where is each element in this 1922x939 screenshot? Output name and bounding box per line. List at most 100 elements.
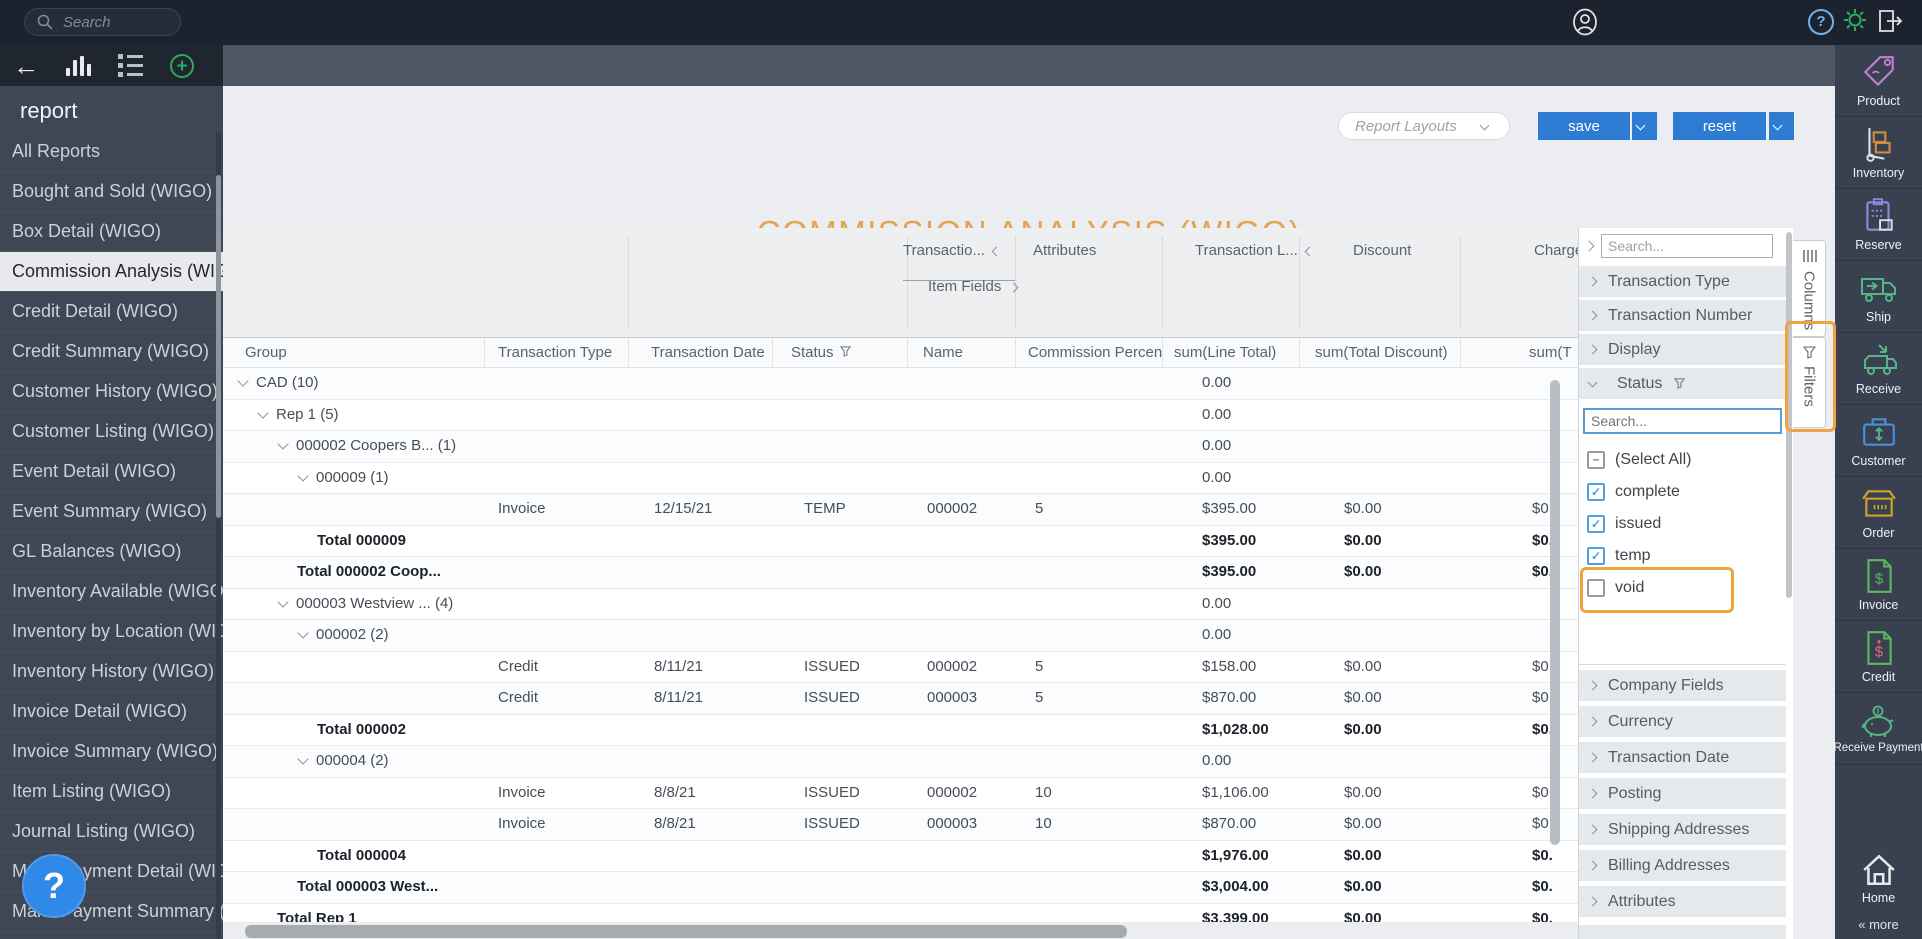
column-header-transaction-date[interactable]: Transaction Date <box>628 338 772 367</box>
group-header-transaction[interactable]: Transactio... <box>903 242 1002 259</box>
table-row[interactable]: Credit 8/11/21 ISSUED 000002 5 $158.00 $0.0… <box>223 652 1578 683</box>
table-row[interactable]: 000003 Westview ... (4) 0.00 <box>223 589 1578 620</box>
filter-section-currency[interactable]: Currency <box>1579 706 1786 737</box>
filter-option-complete[interactable]: complete <box>1587 476 1680 508</box>
chevron-down-icon[interactable] <box>277 595 289 608</box>
table-row[interactable]: 000009 (1) 0.00 <box>223 463 1578 494</box>
nav-credit[interactable]: $ Credit <box>1835 621 1922 693</box>
filter-option-void[interactable]: void <box>1587 572 1644 604</box>
chevron-left-icon[interactable] <box>1304 246 1315 257</box>
nav-receive-payment[interactable]: Receive Payment <box>1833 693 1922 765</box>
group-header-item-fields[interactable]: Item Fields <box>928 278 1019 295</box>
chevron-down-icon[interactable] <box>257 406 269 419</box>
nav-order[interactable]: Order <box>1835 477 1922 549</box>
sidebar-item-credit-detail[interactable]: Credit Detail (WIGO) <box>0 292 223 332</box>
list-view-button[interactable] <box>104 45 156 86</box>
table-row[interactable]: 000002 Coopers B... (1) 0.00 <box>223 431 1578 463</box>
filter-section-posting[interactable]: Posting <box>1579 778 1786 809</box>
nav-product[interactable]: Product <box>1835 45 1922 117</box>
filter-section-transaction-number[interactable]: Transaction Number <box>1579 300 1786 331</box>
help-icon[interactable]: ? <box>1808 9 1834 35</box>
chevron-down-icon[interactable] <box>297 469 309 482</box>
sidebar-item-invoice-summary[interactable]: Invoice Summary (WIGO) <box>0 732 223 772</box>
column-header-status[interactable]: Status <box>772 338 907 367</box>
report-layouts-select[interactable]: Report Layouts <box>1338 112 1510 140</box>
global-search-input[interactable]: Search <box>24 8 181 36</box>
chevron-right-icon[interactable] <box>1583 240 1595 252</box>
sidebar-item-journal-listing[interactable]: Journal Listing (WIGO) <box>0 812 223 852</box>
sidebar-scrollbar-thumb[interactable] <box>216 175 221 518</box>
table-row[interactable]: 000004 (2) 0.00 <box>223 746 1578 778</box>
settings-gear-icon[interactable] <box>1842 7 1868 33</box>
tab-columns[interactable]: Columns <box>1793 240 1826 337</box>
chevron-down-icon[interactable] <box>297 753 309 765</box>
column-header-commission-percent[interactable]: Commission Percent <box>1015 338 1162 367</box>
filter-section-status[interactable]: Status <box>1579 368 1786 399</box>
column-header-sum-total-discount[interactable]: sum(Total Discount) <box>1299 338 1460 367</box>
chart-view-button[interactable] <box>52 45 104 86</box>
checkbox[interactable] <box>1587 451 1605 469</box>
nav-ship[interactable]: Ship <box>1835 261 1922 333</box>
filter-option-issued[interactable]: issued <box>1587 508 1661 540</box>
back-button[interactable]: ← <box>0 45 52 86</box>
table-row[interactable]: Total 000002 Coop... $395.00 $0.00 $0. <box>223 557 1578 589</box>
sidebar-item-gl-balances[interactable]: GL Balances (WIGO) <box>0 532 223 572</box>
sidebar-item-event-detail[interactable]: Event Detail (WIGO) <box>0 452 223 492</box>
table-row[interactable]: 000002 (2) 0.00 <box>223 620 1578 652</box>
sidebar-item-box-detail[interactable]: Box Detail (WIGO) <box>0 212 223 252</box>
panel-search-input[interactable] <box>1601 234 1773 258</box>
reset-button[interactable]: reset <box>1673 112 1766 140</box>
grid-vertical-scrollbar[interactable] <box>1550 380 1560 845</box>
group-header-charge[interactable]: Charge <box>1534 242 1578 259</box>
panel-scrollbar[interactable] <box>1786 232 1792 598</box>
filter-section-transaction-date[interactable]: Transaction Date <box>1579 742 1786 773</box>
nav-receive[interactable]: Receive <box>1835 333 1922 405</box>
filter-section-partial[interactable] <box>1579 925 1786 939</box>
sidebar-item-all-reports[interactable]: All Reports <box>0 132 223 172</box>
table-row[interactable]: Invoice 8/8/21 ISSUED 000002 10 $1,106.00 $… <box>223 778 1578 809</box>
sidebar-item-commission-analysis[interactable]: Commission Analysis (WIGO) <box>0 252 223 292</box>
sidebar-item-inventory-by-location[interactable]: Inventory by Location (WIGO) <box>0 612 223 652</box>
nav-reserve[interactable]: Reserve <box>1835 189 1922 261</box>
group-header-attributes[interactable]: Attributes <box>1033 242 1097 259</box>
chevron-right-icon[interactable] <box>1008 282 1019 293</box>
checkbox[interactable] <box>1587 483 1605 501</box>
reset-dropdown-button[interactable] <box>1769 112 1794 140</box>
status-search-input[interactable] <box>1583 408 1782 434</box>
sidebar-item-customer-history[interactable]: Customer History (WIGO) <box>0 372 223 412</box>
nav-home[interactable]: Home <box>1835 842 1922 914</box>
column-header-transaction-type[interactable]: Transaction Type <box>484 338 628 367</box>
chevron-left-icon[interactable] <box>991 246 1002 257</box>
add-report-button[interactable]: + <box>156 45 208 86</box>
column-header-name[interactable]: Name <box>907 338 1015 367</box>
chevron-down-icon[interactable] <box>277 438 289 450</box>
filter-option-select-all[interactable]: (Select All) <box>1587 444 1691 476</box>
sidebar-item-invoice-detail[interactable]: Invoice Detail (WIGO) <box>0 692 223 732</box>
filter-section-attributes[interactable]: Attributes <box>1579 886 1786 917</box>
checkbox[interactable] <box>1587 547 1605 565</box>
sidebar-item-event-summary[interactable]: Event Summary (WIGO) <box>0 492 223 532</box>
nav-invoice[interactable]: $ Invoice <box>1835 549 1922 621</box>
chevron-down-icon[interactable] <box>237 375 249 387</box>
user-avatar-icon[interactable] <box>1571 8 1599 36</box>
logout-icon[interactable] <box>1877 9 1903 33</box>
checkbox[interactable] <box>1587 515 1605 533</box>
save-button[interactable]: save <box>1538 112 1630 140</box>
filter-option-temp[interactable]: temp <box>1587 540 1651 572</box>
table-row[interactable]: Rep 1 (5) 0.00 <box>223 400 1578 431</box>
sidebar-item-bought-and-sold[interactable]: Bought and Sold (WIGO) <box>0 172 223 212</box>
sidebar-scrollbar-track[interactable] <box>216 132 221 939</box>
sidebar-item-customer-listing[interactable]: Customer Listing (WIGO) <box>0 412 223 452</box>
table-row[interactable]: Total 000009 $395.00 $0.00 $0. <box>223 526 1578 557</box>
sidebar-item-material-pick-detail[interactable]: Material Pick Detail (WIGO) <box>0 932 223 939</box>
table-row[interactable]: Total 000002 $1,028.00 $0.00 $0. <box>223 715 1578 746</box>
help-bubble-button[interactable]: ? <box>22 854 86 918</box>
filter-section-transaction-type[interactable]: Transaction Type <box>1579 266 1786 297</box>
chevron-down-icon[interactable] <box>297 627 309 639</box>
checkbox[interactable] <box>1587 579 1605 597</box>
column-header-sum-line-total[interactable]: sum(Line Total) <box>1162 338 1299 367</box>
save-dropdown-button[interactable] <box>1632 112 1657 140</box>
table-row[interactable]: Invoice 12/15/21 TEMP 000002 5 $395.00 $0.0… <box>223 494 1578 526</box>
table-row[interactable]: Credit 8/11/21 ISSUED 000003 5 $870.00 $0.0… <box>223 683 1578 715</box>
group-header-transaction-l[interactable]: Transaction L... <box>1195 242 1315 259</box>
